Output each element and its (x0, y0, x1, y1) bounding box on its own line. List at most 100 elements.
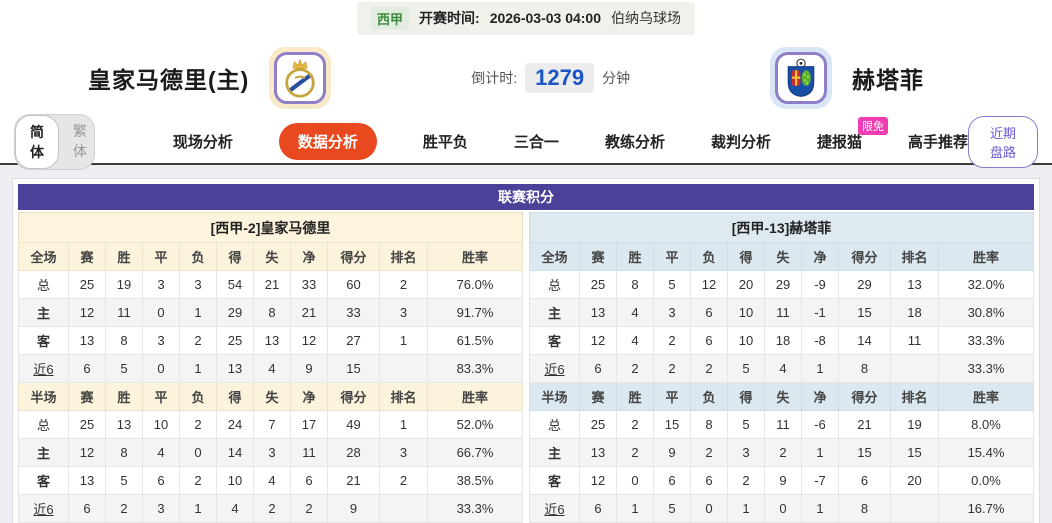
recent-odds-button[interactable]: 近期盘路 (968, 115, 1038, 168)
column-header-cell: 赛 (579, 242, 617, 271)
real-madrid-crest-icon (274, 52, 327, 104)
table-row: 总 25 13 10 2 24 7 17 49 1 52.0% (18, 410, 523, 439)
stat-cell: 8.0% (938, 410, 1034, 439)
stat-cell: 1 (379, 410, 428, 439)
stat-cell: 8 (838, 494, 891, 523)
stat-cell: 4 (142, 438, 180, 467)
tab-4[interactable]: 教练分析 (604, 134, 665, 151)
stat-cell: 6 (579, 354, 617, 383)
column-header-cell: 失 (764, 242, 802, 271)
column-header-cell: 赛 (68, 242, 106, 271)
stat-cell: 4 (616, 298, 654, 327)
row-label-cell: 客 (18, 466, 69, 495)
stat-cell: 21 (327, 466, 380, 495)
stat-cell: 29 (216, 298, 254, 327)
stat-cell: 5 (727, 410, 765, 439)
table-row: 客 13 8 3 2 25 13 12 27 1 61.5% (18, 326, 523, 355)
stat-cell: 76.0% (427, 270, 523, 299)
stat-cell: 1 (801, 494, 839, 523)
stat-cell: 38.5% (427, 466, 523, 495)
stat-cell: 29 (838, 270, 891, 299)
stat-cell: 6 (690, 466, 728, 495)
column-header-cell: 胜 (105, 242, 143, 271)
stat-cell: 0 (179, 438, 217, 467)
stat-cell: 33.3% (938, 354, 1034, 383)
stat-cell: 20 (727, 270, 765, 299)
column-header-cell: 得 (216, 242, 254, 271)
stat-cell: 11 (290, 438, 328, 467)
stat-cell: 25 (579, 410, 617, 439)
stat-cell: 1 (801, 354, 839, 383)
stat-cell: 10 (727, 298, 765, 327)
stats-table: 全场赛胜平负得失净得分 排名 胜率总 25 19 3 3 54 21 33 60 2 76.0% 主 12 1… (18, 242, 523, 523)
stat-cell: 33 (327, 298, 380, 327)
section-header-cell: 半场 (18, 382, 69, 411)
stat-cell: 27 (327, 326, 380, 355)
stat-cell: 8 (690, 410, 728, 439)
tab-2[interactable]: 胜平负 (422, 134, 468, 151)
stat-cell (379, 354, 428, 383)
stat-cell: 16.7% (938, 494, 1034, 523)
stat-cell: 4 (253, 466, 291, 495)
table-row: 主 12 11 0 1 29 8 21 33 3 91.7% (18, 298, 523, 327)
stat-cell: 3 (179, 270, 217, 299)
stat-cell: 54 (216, 270, 254, 299)
lang-simplified-button[interactable]: 简体 (15, 114, 59, 169)
stat-cell: 6 (142, 466, 180, 495)
league-badge: 西甲 (371, 6, 410, 30)
stat-cell: 4 (253, 354, 291, 383)
column-header-cell: 排名 (379, 242, 428, 271)
stat-cell: 3 (653, 298, 691, 327)
row-label-cell: 客 (18, 326, 69, 355)
stat-cell: 83.3% (427, 354, 523, 383)
column-header-cell: 负 (690, 242, 728, 271)
column-header-cell: 失 (253, 382, 291, 411)
tab-7[interactable]: 高手推荐 (907, 134, 968, 151)
stat-cell: 3 (379, 298, 428, 327)
stat-cell: 2 (616, 410, 654, 439)
tab-3[interactable]: 三合一 (513, 134, 559, 151)
stat-cell: 60 (327, 270, 380, 299)
kickoff-label: 开赛时间: (419, 10, 480, 26)
stat-cell: 6 (68, 354, 106, 383)
stat-cell: 6 (653, 466, 691, 495)
stat-cell: 8 (616, 270, 654, 299)
column-header-cell: 排名 (890, 242, 939, 271)
tab-0[interactable]: 现场分析 (172, 134, 233, 151)
table-row: 客 13 5 6 2 10 4 6 21 2 38.5% (18, 466, 523, 495)
column-header-cell: 胜率 (427, 242, 523, 271)
lang-traditional-button[interactable]: 繁体 (73, 122, 87, 159)
stat-cell: 9 (653, 438, 691, 467)
stat-cell: 30.8% (938, 298, 1034, 327)
away-team: 赫塔菲 (770, 47, 924, 109)
column-header-cell: 净 (290, 242, 328, 271)
home-team: 皇家马德里(主) (88, 47, 332, 109)
stat-cell: 2 (764, 438, 802, 467)
stat-cell: 8 (105, 438, 143, 467)
column-header-cell: 得 (727, 382, 765, 411)
stat-cell: 11 (764, 298, 802, 327)
tab-5[interactable]: 裁判分析 (710, 134, 771, 151)
stat-cell: -1 (801, 298, 839, 327)
stat-cell: 2 (616, 438, 654, 467)
row-label-cell: 近6 (529, 494, 580, 523)
stat-cell: 12 (290, 326, 328, 355)
stat-cell: 12 (579, 466, 617, 495)
stat-cell: 33.3% (427, 494, 523, 523)
team-table-title: [西甲-13]赫塔菲 (529, 212, 1034, 242)
section-header-cell: 全场 (18, 242, 69, 271)
column-header-cell: 胜 (105, 382, 143, 411)
row-label-cell: 主 (529, 298, 580, 327)
tab-1[interactable]: 数据分析 (278, 123, 377, 160)
stat-cell: 5 (653, 270, 691, 299)
stat-cell: -7 (801, 466, 839, 495)
stat-cell: 2 (179, 326, 217, 355)
stat-cell: 1 (179, 494, 217, 523)
card-title: 联赛积分 (18, 184, 1034, 210)
stat-cell: 1 (179, 354, 217, 383)
stat-cell: 10 (216, 466, 254, 495)
stat-cell: 3 (142, 326, 180, 355)
column-header-cell: 平 (653, 242, 691, 271)
tab-6[interactable]: 捷报猫 限免 (817, 117, 888, 152)
table-row: 客 12 4 2 6 10 18 -8 14 11 33.3% (529, 326, 1034, 355)
